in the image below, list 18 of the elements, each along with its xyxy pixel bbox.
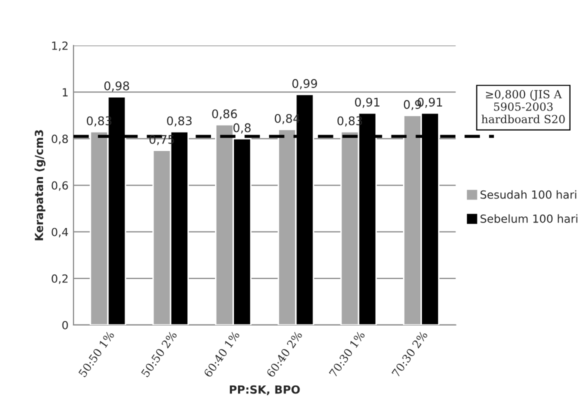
y-tick-label: 0,8 [52, 134, 68, 144]
x-axis-title: PP:SK, BPO [230, 385, 300, 396]
data-label: 0,8 [233, 123, 251, 134]
legend-label: Sesudah 100 hari [480, 190, 576, 199]
y-tick-label: 0,2 [52, 274, 68, 284]
ref-line-label: ≥0,800 (JIS A 5905-2003 hardboard S20 [482, 90, 565, 124]
y-tick-label: 1,2 [52, 42, 68, 52]
y-tick-label: 0,4 [52, 228, 68, 238]
data-label: 0,91 [354, 98, 380, 108]
y-axis-title: Kerapatan (g/cm3 [34, 130, 46, 240]
data-label: 0,98 [104, 81, 130, 92]
data-label: 0,99 [292, 79, 318, 90]
data-label: 0,86 [212, 109, 237, 120]
y-tick-label: 1 [62, 88, 68, 96]
y-tick-label: 0 [62, 320, 68, 330]
legend-label: Sebelum 100 hari [480, 214, 578, 223]
y-tick-label: 0,6 [52, 181, 68, 191]
data-label: 0,83 [167, 116, 192, 126]
